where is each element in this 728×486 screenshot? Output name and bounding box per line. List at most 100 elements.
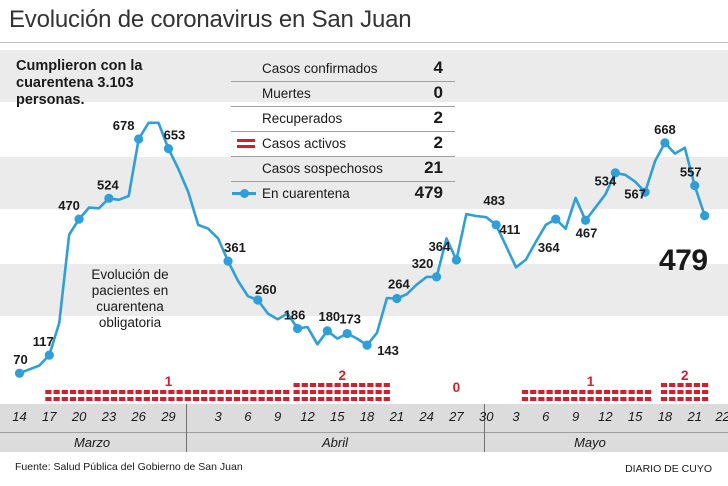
data-point [392,293,402,304]
active-case-dash [677,397,684,401]
active-case-dash [135,397,142,401]
active-case-dash [209,390,216,394]
data-label: 524 [97,177,119,192]
data-label: 653 [164,128,186,143]
active-case-dash [334,383,341,387]
active-case-dash [562,390,570,394]
active-case-dash [350,390,358,394]
active-case-dash [554,397,561,401]
active-case-dash [685,383,692,387]
active-case-dash [274,390,282,394]
legend-value: 21 [424,158,443,177]
active-case-dash [595,397,602,401]
active-case-dash [538,390,545,394]
active-case-dash [595,390,602,394]
data-label: 467 [576,225,598,240]
active-case-dash [250,397,257,401]
active-cases-label: 2 [338,368,346,383]
active-case-dash [693,383,700,387]
active-case-dash [620,390,627,394]
x-tick-label: 3 [512,409,520,424]
data-label: 186 [284,308,306,323]
active-case-dash [94,390,101,394]
active-case-dash [217,397,224,401]
active-case-dash [86,390,93,394]
background-band [0,264,728,316]
active-case-dash [119,390,126,394]
active-case-dash [176,390,183,394]
data-label: 483 [483,193,505,208]
active-case-dash [693,390,700,394]
data-point [690,180,700,191]
active-case-dash [702,383,709,387]
active-case-dash [562,397,570,401]
data-label: 411 [499,222,520,237]
active-case-dash [86,397,93,401]
x-month-label: Abril [321,435,349,450]
source-note: Fuente: Salud Pública del Gobierno de Sa… [15,461,243,473]
legend-row-confirmed: Casos confirmados 4 [231,56,455,82]
line-chart: 70 117 470 524 678 653 361 260 186 180 173 143 26432… [13,118,710,401]
data-point [74,214,84,224]
legend-row-recovered: Recuperados 2 [231,106,455,132]
active-case-dash [521,390,529,394]
x-tick-label: 27 [449,409,464,424]
data-point [322,326,332,336]
data-point [491,220,501,230]
legend-label: Muertes [262,86,311,101]
active-case-dash [579,397,586,401]
active-case-dash [266,397,273,401]
active-case-dash [660,383,668,387]
active-case-dash [636,390,643,394]
active-case-dash [628,397,635,401]
active-case-dash [225,397,232,401]
active-case-dash [151,397,159,401]
data-point [610,168,620,178]
active-case-dash [636,397,643,401]
active-case-dash [53,397,60,401]
active-case-dash [685,397,692,401]
active-case-dash [301,390,308,394]
title-divider [0,42,728,43]
active-case-dash [233,397,241,401]
active-case-dash [685,390,692,394]
active-case-dash [375,383,382,387]
active-case-dash [571,397,578,401]
active-cases-label: 1 [587,374,595,389]
active-case-dash [53,390,60,394]
data-label: 143 [377,343,399,358]
active-case-dash [242,397,249,401]
data-point [640,187,650,197]
data-label: 70 [13,352,27,367]
x-tick-label: 21 [389,409,405,424]
series-line [19,121,706,375]
month-divider [186,404,187,452]
data-label: 534 [595,173,617,188]
active-case-dash [283,397,290,401]
active-case-dash [233,390,241,394]
data-label: 117 [33,334,54,349]
active-cases-segment: 2 [660,368,709,401]
active-case-dash [375,390,382,394]
active-case-dash [367,397,374,401]
x-tick-label: 15 [330,409,345,424]
x-axis-divider [0,432,728,433]
active-case-dash [521,397,529,401]
active-case-dash [309,397,317,401]
active-case-dash [293,390,300,394]
data-point [580,215,591,225]
data-label: 173 [339,312,361,327]
active-case-dash [530,390,537,394]
active-case-dash [301,397,308,401]
active-case-dash [554,390,561,394]
legend-row-active: Casos activos 2 [231,131,455,157]
active-case-dash [143,390,150,394]
active-case-dash [258,397,265,401]
x-tick-label: 12 [598,409,613,424]
active-case-dash [350,383,358,387]
active-case-dash [160,397,167,401]
active-case-dash [669,390,676,394]
active-cases-segment: 2 [293,368,390,401]
active-case-dash [383,390,390,394]
active-case-dash [217,390,224,394]
